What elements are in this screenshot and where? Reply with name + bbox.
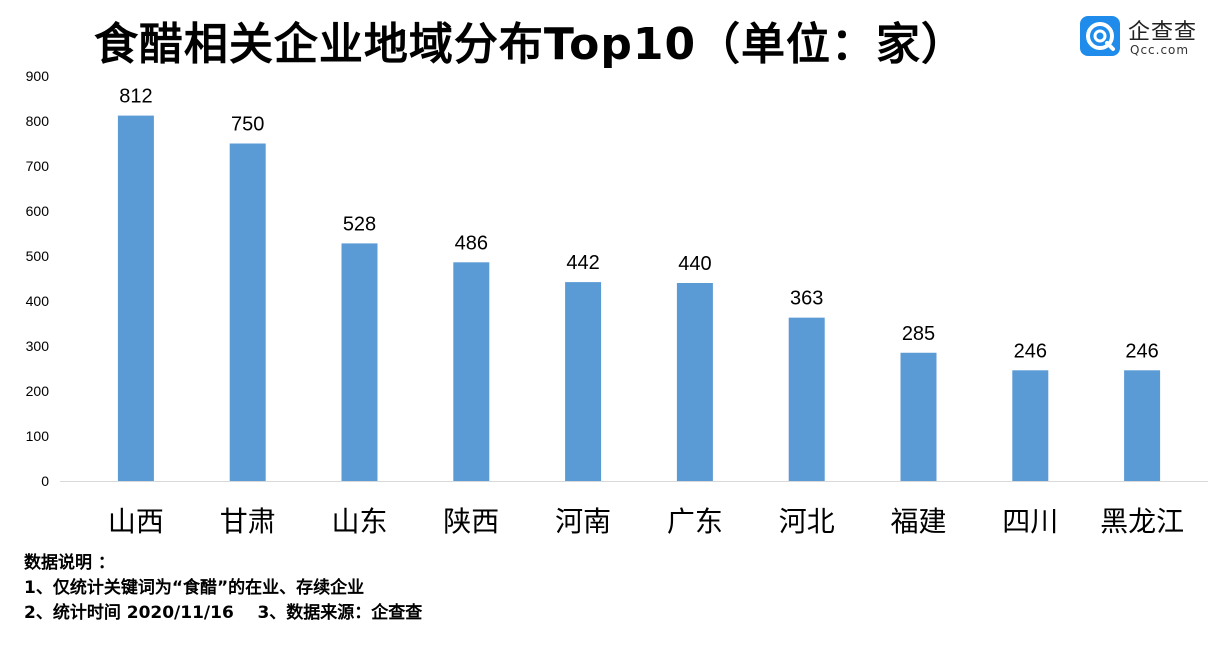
bar-value-label: 442 [566, 252, 599, 274]
bar-value-label: 246 [1125, 340, 1158, 362]
x-category-label: 四川 [1002, 505, 1058, 538]
notes-line-1: 1、仅统计关键词为“食醋”的在业、存续企业 [24, 578, 365, 598]
x-category-label: 河南 [555, 505, 611, 538]
x-category-label: 广东 [667, 505, 723, 538]
logo-name-en: Qcc.com [1130, 43, 1190, 57]
bar-value-label: 246 [1014, 340, 1047, 362]
x-category-label: 甘肃 [220, 505, 276, 538]
bar-value-label: 812 [119, 86, 152, 108]
bar [453, 262, 490, 481]
x-category-label: 黑龙江 [1100, 505, 1184, 538]
x-category-label: 福建 [890, 505, 946, 538]
bar [788, 317, 825, 481]
y-tick-label: 0 [41, 473, 49, 489]
x-category-label: 山西 [108, 505, 164, 538]
notes-line-2: 2、统计时间 2020/11/16 3、数据来源：企查查 [24, 603, 423, 623]
x-category-label: 山东 [331, 505, 387, 538]
data-notes: 数据说明 ： 1、仅统计关键词为“食醋”的在业、存续企业 2、统计时间 2020/1… [24, 551, 422, 626]
bar-value-label: 363 [790, 288, 823, 310]
x-category-label: 陕西 [443, 505, 499, 538]
logo-name-cn: 企查查 [1128, 20, 1198, 45]
qcc-logo-icon [1080, 16, 1120, 56]
y-tick-label: 500 [26, 248, 50, 264]
y-tick-label: 400 [26, 293, 50, 309]
bar [341, 243, 378, 481]
bar-value-label: 750 [231, 114, 264, 136]
bar [1124, 370, 1161, 481]
bar-value-label: 528 [343, 213, 376, 235]
chart-title: 食醋相关企业地域分布Top10（单位：家） [93, 19, 967, 70]
bar [565, 282, 602, 481]
bar-value-label: 440 [678, 253, 711, 275]
bar [676, 283, 713, 481]
bar [229, 143, 266, 481]
bar-value-label: 486 [455, 232, 488, 254]
notes-header: 数据说明 ： [24, 553, 115, 573]
y-tick-label: 600 [26, 203, 50, 219]
y-tick-label: 100 [26, 428, 50, 444]
y-tick-label: 900 [26, 68, 50, 84]
qcc-logo: 企查查 Qcc.com [1080, 14, 1216, 60]
bar [900, 352, 937, 481]
y-tick-label: 800 [26, 113, 50, 129]
bar-value-label: 285 [902, 323, 935, 345]
bar [1012, 370, 1049, 481]
y-tick-label: 200 [26, 383, 50, 399]
x-category-label: 河北 [779, 505, 835, 538]
y-tick-label: 700 [26, 158, 50, 174]
y-tick-label: 300 [26, 338, 50, 354]
bar [117, 115, 154, 481]
